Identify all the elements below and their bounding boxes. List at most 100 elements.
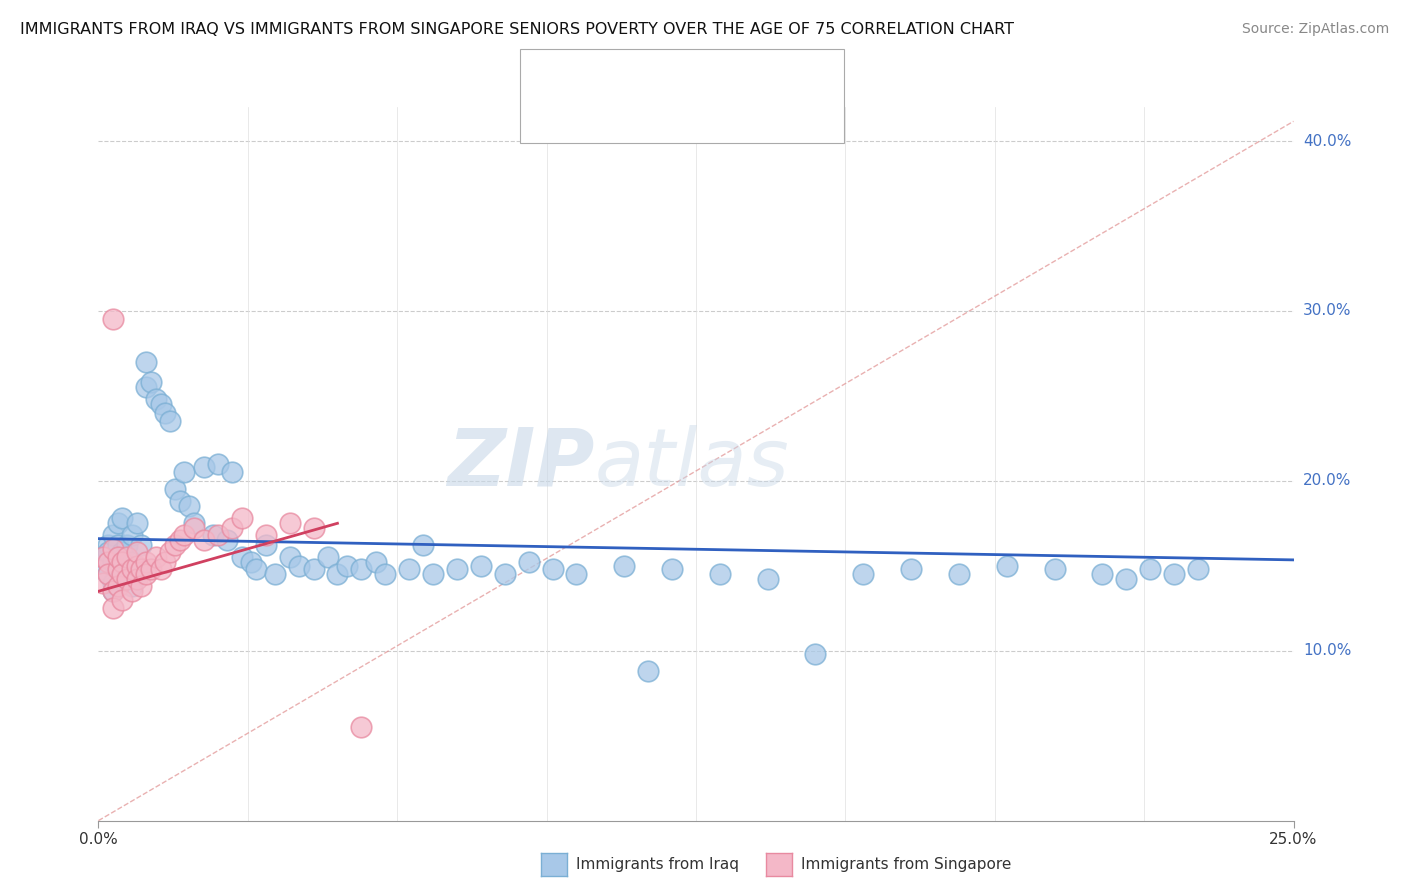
- Immigrants from Singapore: [101, 541, 124, 556]
- Immigrants from Iraq: [101, 555, 124, 569]
- Immigrants from Iraq: [111, 545, 134, 559]
- Immigrants from Iraq: [245, 562, 267, 576]
- Immigrants from Singapore: [107, 579, 129, 593]
- Immigrants from Iraq: [101, 584, 124, 599]
- Immigrants from Iraq: [121, 579, 143, 593]
- Immigrants from Iraq: [101, 528, 124, 542]
- Immigrants from Singapore: [115, 573, 138, 587]
- Immigrants from Iraq: [350, 562, 373, 576]
- Immigrants from Singapore: [107, 562, 129, 576]
- Immigrants from Iraq: [107, 558, 129, 573]
- Immigrants from Iraq: [288, 558, 311, 573]
- Immigrants from Iraq: [398, 562, 420, 576]
- Immigrants from Iraq: [1115, 573, 1137, 587]
- Immigrants from Iraq: [422, 567, 444, 582]
- Immigrants from Iraq: [756, 573, 779, 587]
- Immigrants from Iraq: [316, 550, 339, 565]
- Immigrants from Iraq: [169, 494, 191, 508]
- Immigrants from Iraq: [221, 466, 243, 480]
- Immigrants from Iraq: [900, 562, 922, 576]
- Text: Immigrants from Iraq: Immigrants from Iraq: [576, 857, 740, 871]
- Immigrants from Singapore: [278, 516, 301, 531]
- Immigrants from Iraq: [637, 664, 659, 678]
- Immigrants from Iraq: [139, 376, 162, 390]
- Immigrants from Singapore: [183, 521, 205, 535]
- Immigrants from Iraq: [446, 562, 468, 576]
- Immigrants from Iraq: [326, 567, 349, 582]
- Immigrants from Iraq: [193, 460, 215, 475]
- Immigrants from Iraq: [240, 555, 263, 569]
- Text: 40.0%: 40.0%: [1303, 134, 1351, 149]
- Immigrants from Iraq: [852, 567, 875, 582]
- Immigrants from Singapore: [111, 555, 134, 569]
- Text: atlas: atlas: [595, 425, 789, 503]
- Immigrants from Iraq: [183, 516, 205, 531]
- Text: IMMIGRANTS FROM IRAQ VS IMMIGRANTS FROM SINGAPORE SENIORS POVERTY OVER THE AGE O: IMMIGRANTS FROM IRAQ VS IMMIGRANTS FROM …: [20, 22, 1014, 37]
- Immigrants from Iraq: [470, 558, 492, 573]
- Immigrants from Iraq: [97, 538, 120, 552]
- Immigrants from Singapore: [121, 584, 143, 599]
- Immigrants from Singapore: [221, 521, 243, 535]
- Immigrants from Singapore: [131, 562, 153, 576]
- Immigrants from Iraq: [995, 558, 1018, 573]
- Immigrants from Iraq: [1091, 567, 1114, 582]
- Immigrants from Singapore: [173, 528, 195, 542]
- Immigrants from Iraq: [207, 457, 229, 471]
- Immigrants from Iraq: [948, 567, 970, 582]
- Immigrants from Singapore: [207, 528, 229, 542]
- Immigrants from Iraq: [254, 538, 277, 552]
- Immigrants from Iraq: [91, 550, 114, 565]
- Immigrants from Singapore: [125, 558, 148, 573]
- Immigrants from Iraq: [264, 567, 287, 582]
- Immigrants from Iraq: [412, 538, 434, 552]
- Immigrants from Singapore: [135, 567, 157, 582]
- Text: Immigrants from Singapore: Immigrants from Singapore: [801, 857, 1012, 871]
- Immigrants from Iraq: [111, 567, 134, 582]
- Immigrants from Singapore: [231, 511, 253, 525]
- Immigrants from Singapore: [135, 555, 157, 569]
- Immigrants from Iraq: [125, 516, 148, 531]
- Immigrants from Singapore: [169, 533, 191, 548]
- Immigrants from Iraq: [163, 483, 186, 497]
- Immigrants from Singapore: [97, 567, 120, 582]
- Immigrants from Singapore: [91, 575, 114, 590]
- Immigrants from Iraq: [202, 528, 225, 542]
- Immigrants from Iraq: [145, 392, 167, 407]
- Immigrants from Iraq: [107, 538, 129, 552]
- Immigrants from Iraq: [131, 538, 153, 552]
- Immigrants from Iraq: [231, 550, 253, 565]
- Immigrants from Singapore: [302, 521, 325, 535]
- Immigrants from Iraq: [1139, 562, 1161, 576]
- Immigrants from Singapore: [350, 720, 373, 734]
- Immigrants from Iraq: [613, 558, 636, 573]
- Text: R = -0.027   N = 81: R = -0.027 N = 81: [574, 69, 756, 83]
- Immigrants from Iraq: [179, 500, 201, 514]
- Immigrants from Iraq: [115, 562, 138, 576]
- Immigrants from Iraq: [115, 538, 138, 552]
- Immigrants from Iraq: [709, 567, 731, 582]
- Immigrants from Iraq: [115, 567, 138, 582]
- Immigrants from Iraq: [494, 567, 516, 582]
- Immigrants from Singapore: [155, 555, 177, 569]
- Immigrants from Singapore: [149, 562, 172, 576]
- Immigrants from Iraq: [135, 355, 157, 369]
- Text: 10.0%: 10.0%: [1303, 643, 1351, 658]
- Immigrants from Singapore: [111, 567, 134, 582]
- Immigrants from Iraq: [1163, 567, 1185, 582]
- Immigrants from Iraq: [364, 555, 387, 569]
- Immigrants from Singapore: [97, 555, 120, 569]
- Immigrants from Singapore: [121, 562, 143, 576]
- Immigrants from Iraq: [121, 555, 143, 569]
- Text: R =  0.247   N = 42: R = 0.247 N = 42: [574, 107, 756, 121]
- Immigrants from Iraq: [517, 555, 540, 569]
- Immigrants from Iraq: [1187, 562, 1209, 576]
- Immigrants from Singapore: [193, 533, 215, 548]
- Immigrants from Iraq: [159, 414, 181, 428]
- Immigrants from Singapore: [111, 592, 134, 607]
- Immigrants from Singapore: [131, 579, 153, 593]
- Immigrants from Iraq: [1043, 562, 1066, 576]
- Text: ZIP: ZIP: [447, 425, 595, 503]
- Immigrants from Singapore: [159, 545, 181, 559]
- Immigrants from Singapore: [101, 601, 124, 615]
- Immigrants from Iraq: [374, 567, 396, 582]
